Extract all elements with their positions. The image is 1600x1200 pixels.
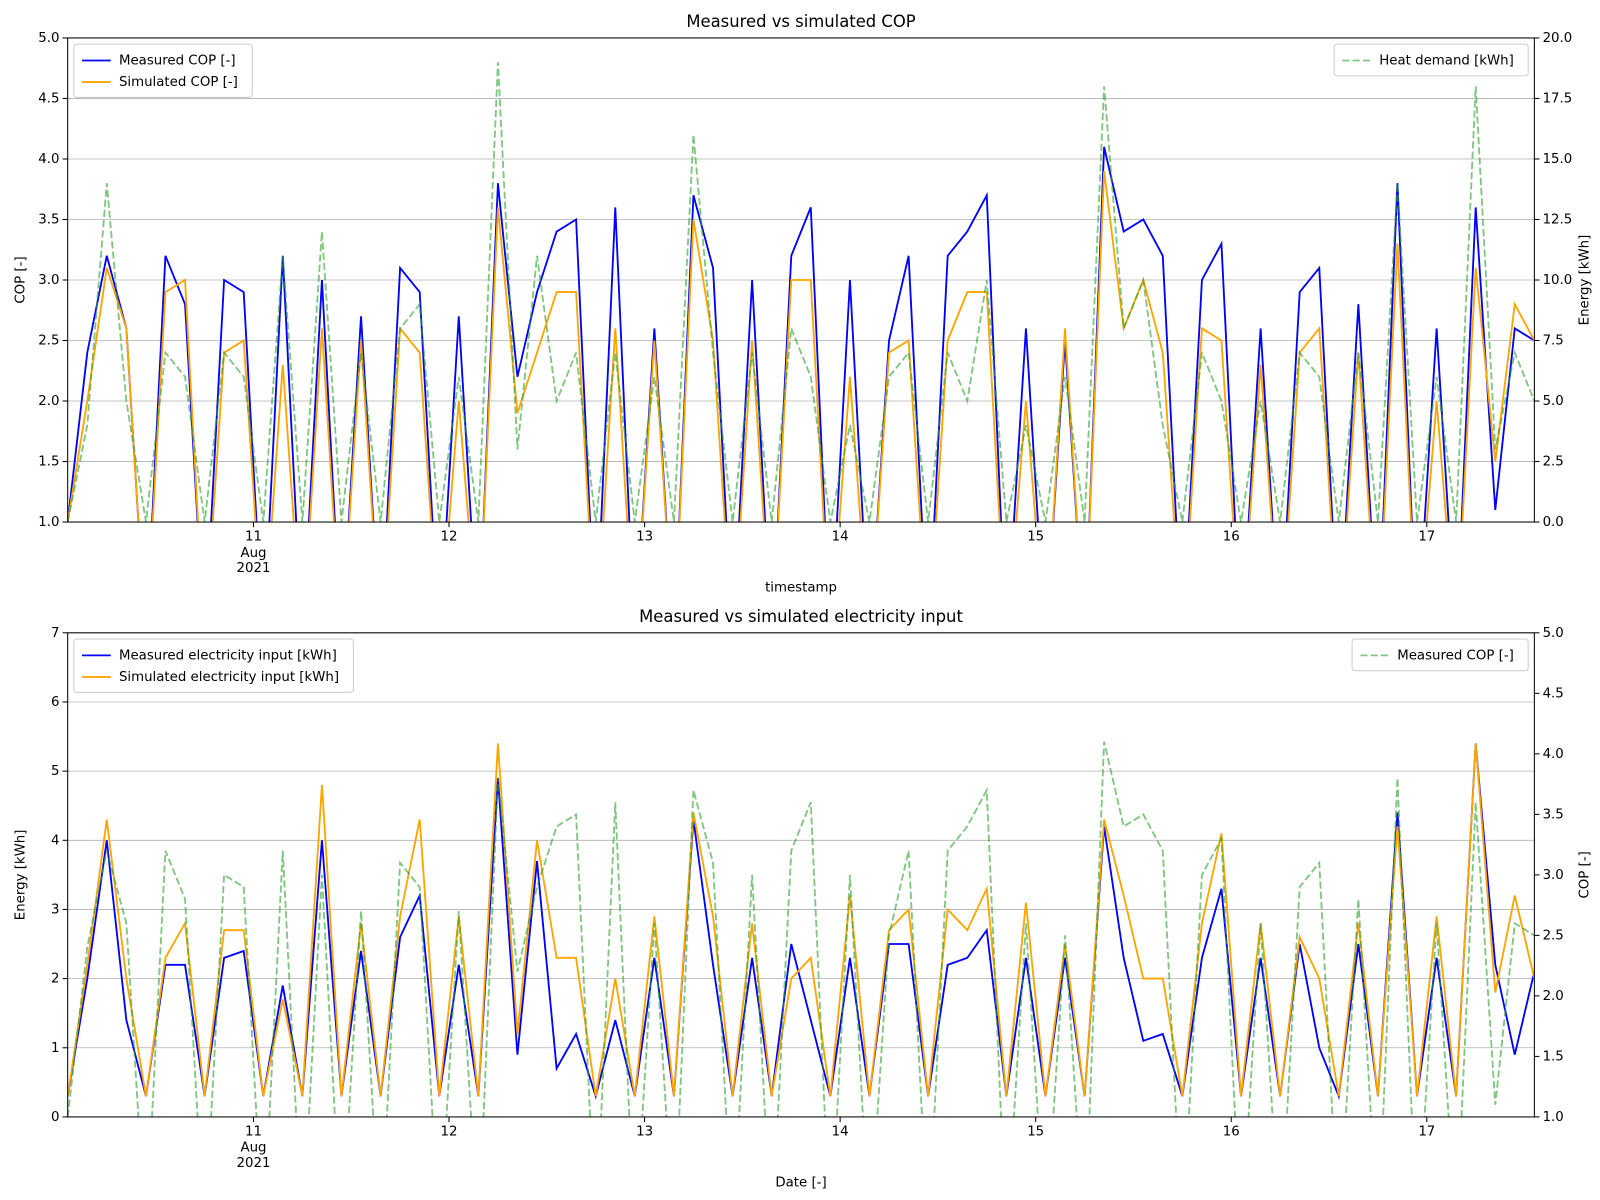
y-tick-label: 1.5 [38,455,59,470]
legend-label: Measured electricity input [kWh] [119,648,337,663]
x-tick-label: 14 [832,529,849,544]
y2-tick-label: 12.5 [1543,212,1573,227]
y-tick-label: 4 [51,833,59,848]
y2-tick-label: 15.0 [1543,152,1573,167]
x-axis-label: Date [-] [775,1176,826,1191]
x-tick-label: 16 [1223,529,1240,544]
y-axis-label: Energy [kWh] [14,830,29,921]
legend: Heat demand [kWh] [1333,43,1529,77]
y-tick-label: 1 [51,1041,59,1056]
legend-label: Measured COP [-] [1397,648,1514,663]
x-tick-label: 12 [441,1124,458,1139]
x-tick-label: 15 [1027,529,1044,544]
chart-title: Measured vs simulated electricity input [639,607,963,626]
y2-tick-label: 1.0 [1543,1110,1564,1125]
y-tick-label: 3.5 [38,212,59,227]
x-tick-label: 17 [1418,529,1435,544]
x-sublabel: Aug [240,546,266,561]
y2-axis-label: Energy [kWh] [1578,235,1593,326]
y-tick-label: 6 [51,695,59,710]
legend: Measured COP [-] [1351,638,1529,672]
y2-tick-label: 3.0 [1543,868,1564,883]
y2-tick-label: 2.5 [1543,928,1564,943]
series-line [67,170,1535,523]
x-sublabel: 2021 [237,561,271,576]
x-tick-label: 11 [245,529,262,544]
y2-tick-label: 7.5 [1543,334,1564,349]
legend-label: Heat demand [kWh] [1379,54,1514,69]
y-tick-label: 2 [51,972,59,987]
y2-axis-label: COP [-] [1578,851,1593,898]
x-tick-label: 16 [1223,1124,1240,1139]
y-tick-label: 2.5 [38,334,59,349]
legend-label: Measured COP [-] [119,54,236,69]
x-sublabel: Aug [240,1141,266,1156]
x-tick-label: 15 [1027,1124,1044,1139]
y2-tick-label: 17.5 [1543,91,1573,106]
chart-title: Measured vs simulated COP [686,12,915,31]
y2-tick-label: 20.0 [1543,31,1573,46]
legend-box [1351,638,1529,672]
y2-tick-label: 2.0 [1543,989,1564,1004]
y-tick-label: 4.0 [38,152,59,167]
y2-tick-label: 4.0 [1543,747,1564,762]
series-line [67,62,1535,523]
x-tick-label: 12 [441,529,458,544]
y-tick-label: 4.5 [38,91,59,106]
legend: Measured COP [-] Simulated COP [-] [73,43,253,98]
y-tick-label: 3 [51,902,59,917]
x-sublabel: 2021 [237,1156,271,1171]
x-axis-label: timestamp [765,581,837,596]
legend-label: Simulated electricity input [kWh] [119,670,339,685]
legend-box [1333,43,1529,77]
y-tick-label: 7 [51,626,59,641]
y-tick-label: 5 [51,764,59,779]
legend: Measured electricity input [kWh] Simulate… [73,638,354,693]
legend-box [73,43,253,98]
y-axis-label: COP [-] [14,256,29,303]
x-tick-label: 11 [245,1124,262,1139]
series-line [67,743,1535,1097]
x-tick-label: 13 [636,1124,653,1139]
y2-tick-label: 1.5 [1543,1049,1564,1064]
series-line [67,146,1535,523]
y2-tick-label: 5.0 [1543,626,1564,641]
y-tick-label: 3.0 [38,273,59,288]
y2-tick-label: 10.0 [1543,273,1573,288]
x-tick-label: 14 [832,1124,849,1139]
y-tick-label: 5.0 [38,31,59,46]
y-tick-label: 1.0 [38,515,59,530]
plot-frame [67,37,1535,523]
y-tick-label: 2.0 [38,394,59,409]
y-tick-label: 0 [51,1110,59,1125]
series-line [67,743,1535,1100]
y2-tick-label: 4.5 [1543,686,1564,701]
legend-box [73,638,354,693]
series-line [67,741,1535,1117]
y2-tick-label: 3.5 [1543,807,1564,822]
plot-frame [67,632,1535,1118]
legend-label: Simulated COP [-] [119,75,238,90]
y2-tick-label: 5.0 [1543,394,1564,409]
x-tick-label: 17 [1418,1124,1435,1139]
x-tick-label: 13 [636,529,653,544]
y2-tick-label: 0.0 [1543,515,1564,530]
y2-tick-label: 2.5 [1543,455,1564,470]
